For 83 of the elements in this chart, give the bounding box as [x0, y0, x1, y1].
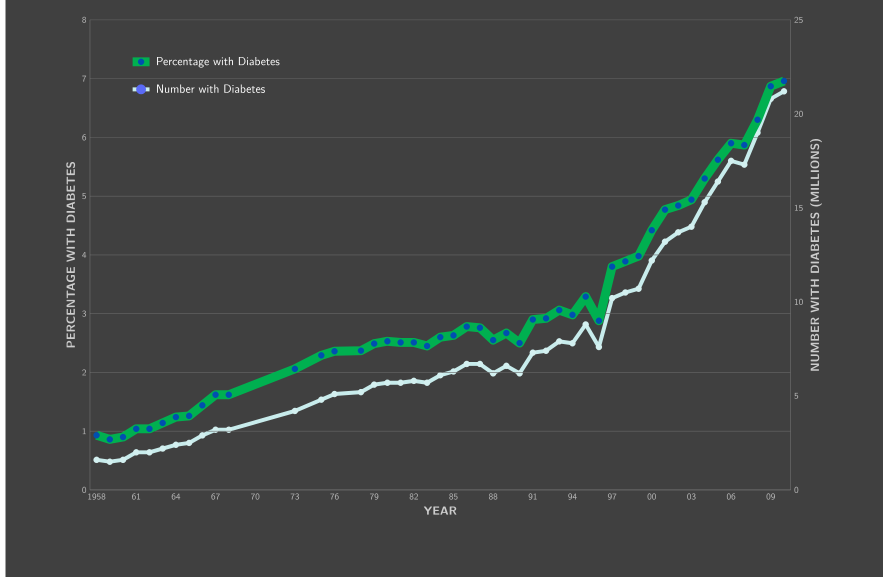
y-tick-label: 7 [82, 75, 86, 82]
point [159, 445, 166, 452]
y2-tick-label: 15 [794, 204, 803, 211]
point [397, 379, 404, 386]
x-tick-label: 79 [370, 493, 378, 500]
x-tick-label: 73 [290, 493, 300, 500]
point [450, 368, 457, 374]
y-tick-label: 0 [82, 486, 86, 493]
point [437, 372, 444, 378]
point [728, 157, 734, 164]
point [635, 285, 642, 292]
x-tick-label: 00 [648, 493, 656, 500]
point [226, 426, 232, 433]
point [490, 370, 496, 376]
x-tick-label: 1958 [88, 493, 106, 500]
x-tick-label: 88 [488, 493, 498, 500]
point [106, 458, 114, 465]
x-tick-label: 64 [172, 493, 180, 500]
point [133, 448, 140, 456]
x-tick-label: 03 [687, 493, 696, 500]
point [701, 198, 708, 206]
point [608, 294, 616, 302]
point [186, 440, 192, 446]
point [714, 178, 722, 185]
point [556, 338, 562, 344]
point [476, 360, 484, 367]
y2-tick-label: 0 [794, 486, 798, 493]
y-tick-label: 4 [82, 252, 86, 258]
y-tick-label: 1 [82, 428, 86, 434]
x-tick-label: 67 [211, 493, 220, 500]
point [596, 344, 602, 350]
point [741, 161, 748, 168]
legend-label: Percentage with Diabetes [157, 56, 280, 68]
legend-label: Number with Diabetes [157, 84, 265, 93]
point [542, 347, 550, 354]
y2-tick-label: 25 [794, 16, 803, 23]
x-axis-title: YEAR [424, 506, 456, 514]
y-tick-label: 6 [82, 134, 86, 140]
point [172, 441, 180, 448]
point [662, 238, 668, 245]
y-tick-label: 5 [82, 192, 86, 199]
y2-tick-label: 20 [794, 110, 803, 117]
point [212, 426, 219, 433]
point [463, 360, 470, 367]
x-tick-label: 76 [330, 493, 339, 500]
point [384, 379, 391, 386]
point [146, 448, 153, 456]
x-tick-label: 85 [449, 493, 458, 500]
point [358, 388, 364, 396]
x-tick-label: 91 [528, 493, 537, 500]
point [120, 456, 126, 463]
point [516, 370, 523, 376]
point [292, 408, 298, 414]
x-tick-label: 94 [568, 493, 577, 500]
x-tick-label: 06 [726, 493, 736, 500]
y-axis-title: PERCENTAGE WITH DIABETES [66, 162, 76, 348]
point [582, 321, 589, 328]
y2-tick-label: 10 [794, 298, 803, 305]
point [370, 381, 378, 388]
x-tick-label: 70 [251, 493, 260, 500]
y-tick-label: 2 [82, 369, 86, 376]
point [410, 377, 418, 384]
point [675, 228, 682, 236]
y2-tick-label: 5 [794, 392, 798, 399]
point [688, 223, 695, 230]
point [569, 340, 576, 346]
point [503, 362, 510, 369]
point [93, 456, 100, 463]
point [780, 88, 788, 94]
x-tick-label: 82 [410, 493, 418, 500]
x-tick-label: 61 [132, 493, 140, 500]
point [318, 396, 325, 403]
point [648, 257, 655, 264]
y2-axis-title: NUMBER WITH DIABETES (MILLIONS) [810, 138, 822, 371]
point [530, 349, 536, 356]
x-tick-label: 97 [608, 493, 616, 500]
y-tick-label: 8 [82, 16, 86, 23]
point [622, 289, 629, 296]
point [331, 390, 338, 398]
point [199, 432, 206, 438]
x-tick-label: 09 [766, 493, 775, 500]
point [424, 379, 430, 386]
y-tick-label: 3 [82, 310, 86, 317]
